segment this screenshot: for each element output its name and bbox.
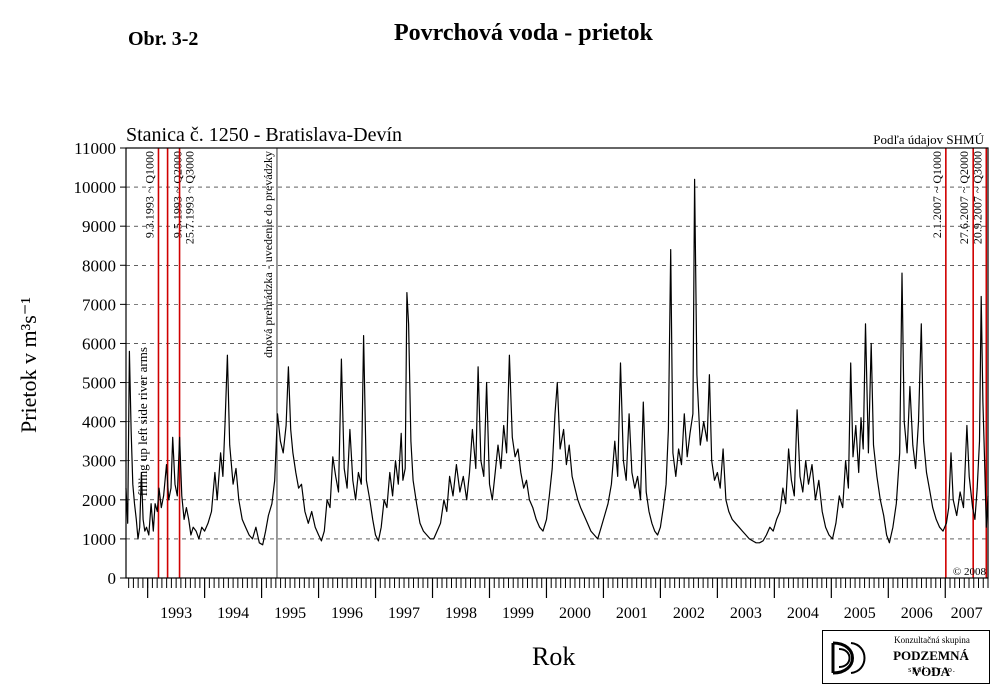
logo-line-3: spol. s r. o. xyxy=(908,665,956,674)
y-tick-label: 4000 xyxy=(82,413,116,432)
event-marker-label: 9.5.1993 ~ Q2000 xyxy=(171,151,185,238)
year-label: 1999 xyxy=(502,605,534,622)
logo-line-2: PODZEMNÁ VODA xyxy=(893,648,969,679)
y-tick-label: 11000 xyxy=(74,139,116,158)
x-axis-ticks: 1993 1994 1995 1996 1997 1998 1999 2000 2001 2002… xyxy=(128,578,989,622)
plot-frame xyxy=(125,147,989,579)
y-tick-label: 10000 xyxy=(74,178,117,197)
y-tick-label: 3000 xyxy=(82,452,116,471)
year-label: 2002 xyxy=(673,605,705,622)
y-tick-label: 5000 xyxy=(82,374,116,393)
year-label: 2000 xyxy=(559,605,591,622)
event-marker-label: 20.9.2007 ~ Q3000 xyxy=(970,151,984,244)
event-marker-label: 9.3.1993 ~ Q1000 xyxy=(142,151,156,238)
year-label: 2005 xyxy=(844,605,876,622)
year-label: 2004 xyxy=(787,605,819,622)
logo-line-1: Konzultačná skupina xyxy=(894,635,970,645)
year-label: 1998 xyxy=(445,605,477,622)
figure-label: Obr. 3-2 xyxy=(128,28,199,50)
y-tick-label: 0 xyxy=(108,569,117,588)
event-marker-label: dnová prehrádzka - uvedenie do prevádzky xyxy=(261,151,275,358)
page-title: Povrchová voda - prietok xyxy=(394,20,653,46)
year-label: 1996 xyxy=(331,605,363,622)
event-marker-label: 2.1.2007 ~ Q1000 xyxy=(930,151,944,238)
annotation-text: filling up left side river arms xyxy=(135,347,150,496)
year-label: 2001 xyxy=(616,605,648,622)
y-tick-label: 6000 xyxy=(82,334,116,353)
y-tick-label: 2000 xyxy=(82,491,116,510)
year-label: 2003 xyxy=(730,605,762,622)
copyright-note: © 2008 xyxy=(953,566,987,578)
annotations: filling up left side river arms xyxy=(135,347,150,496)
grid-lines xyxy=(126,186,988,540)
flow-series-line xyxy=(125,178,989,546)
podzemna-voda-logo-icon xyxy=(831,641,866,675)
x-axis-label: Rok xyxy=(532,642,576,671)
year-label: 2007 xyxy=(951,605,983,622)
y-axis-ticks: 0 1000 2000 3000 4000 5000 6000 7000 8000 9000 100… xyxy=(74,139,126,588)
y-tick-label: 7000 xyxy=(82,295,116,314)
year-label: 2006 xyxy=(901,605,933,622)
event-marker-label: 27.6.2007 ~ Q2000 xyxy=(957,151,971,244)
event-markers: 9.3.1993 ~ Q1000 9.5.1993 ~ Q200025.7.199… xyxy=(142,148,988,578)
year-label: 1994 xyxy=(217,605,249,622)
y-axis-label: Prietok v m³s⁻¹ xyxy=(16,297,41,433)
year-label: 1995 xyxy=(274,605,306,622)
year-label: 1993 xyxy=(160,605,192,622)
y-tick-label: 8000 xyxy=(82,256,116,275)
y-tick-label: 9000 xyxy=(82,217,116,236)
year-label: 1997 xyxy=(388,605,420,622)
chart-subtitle: Stanica č. 1250 - Bratislava-Devín xyxy=(126,124,402,146)
company-logo: Konzultačná skupina PODZEMNÁ VODA spol. … xyxy=(822,630,990,684)
event-marker-label: 25.7.1993 ~ Q3000 xyxy=(183,151,197,244)
y-tick-label: 1000 xyxy=(82,530,116,549)
source-note: Podľa údajov SHMÚ xyxy=(873,132,984,147)
